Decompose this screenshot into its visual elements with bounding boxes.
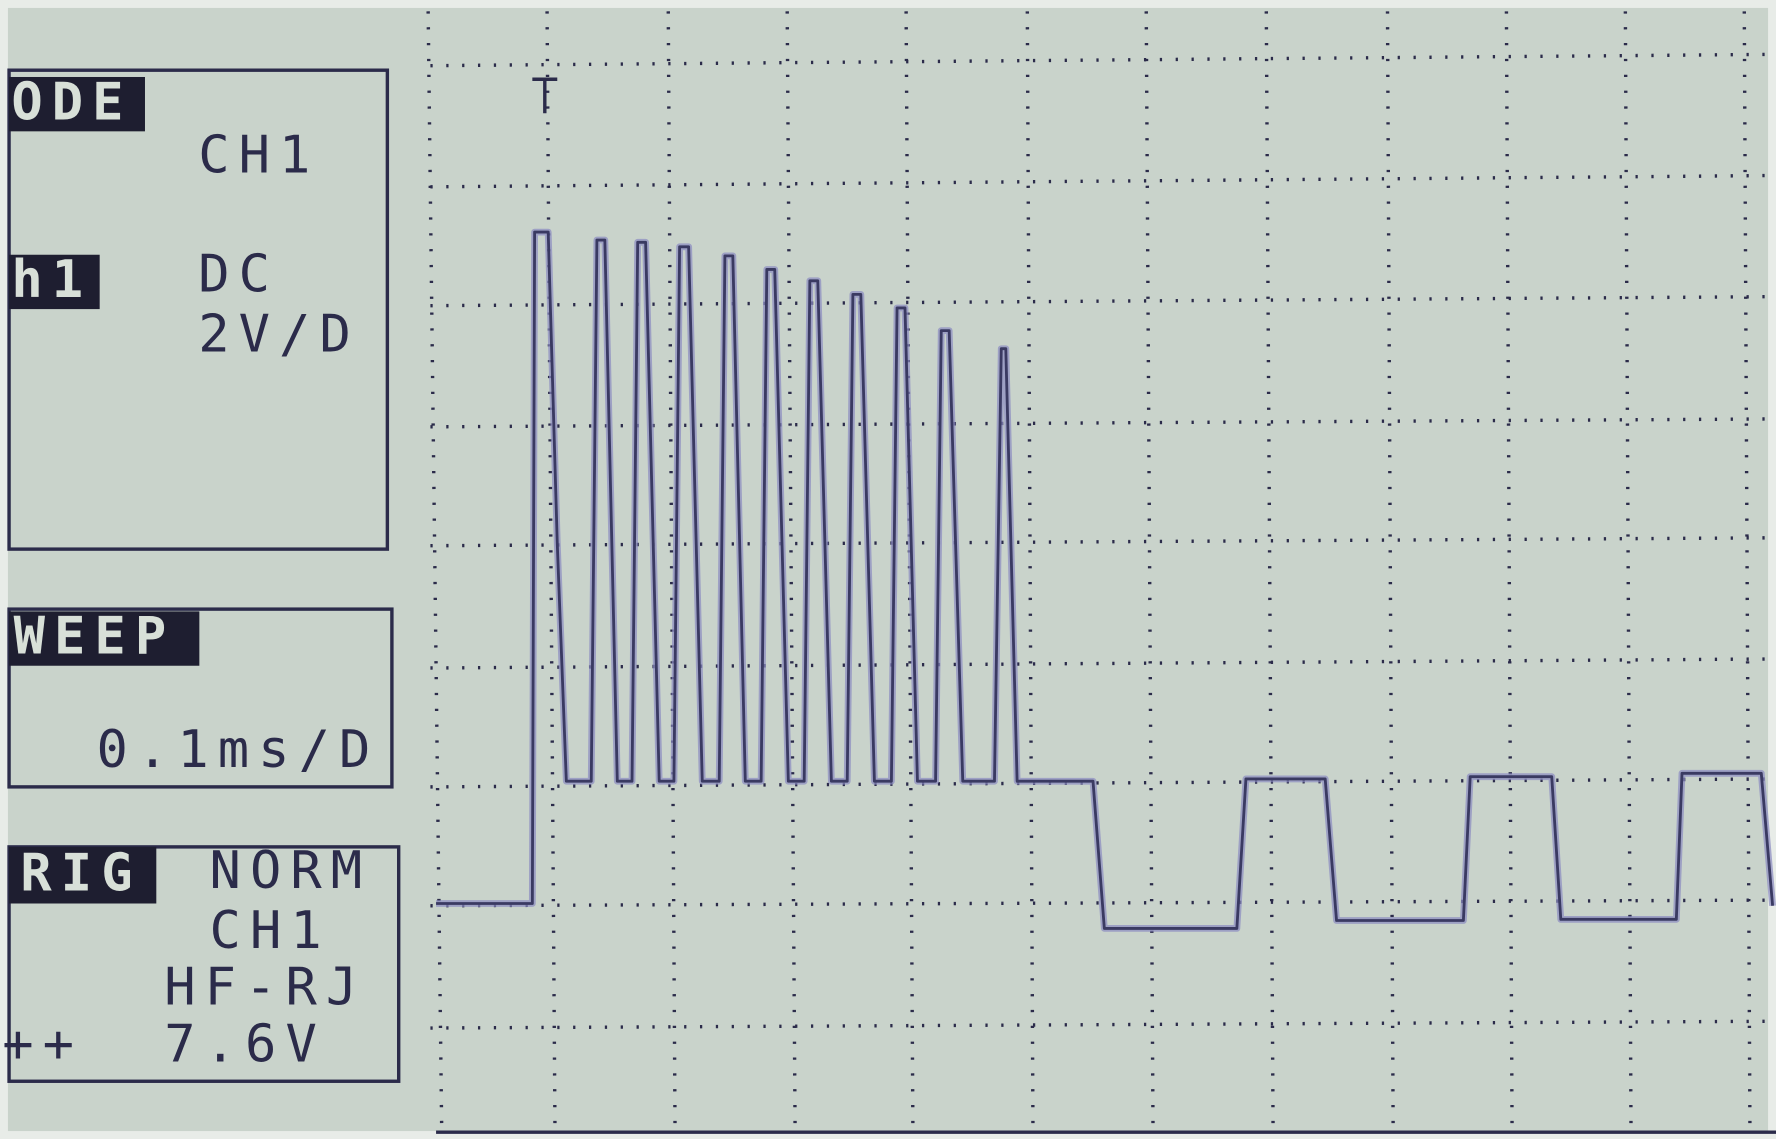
panel-label: RIG (20, 843, 141, 903)
panel-label: WEEP (14, 607, 176, 667)
mode-source: CH1 (198, 126, 319, 186)
channel-label: h1 (11, 250, 92, 310)
page: ODE CH1 h1 DC 2V/D WEEP 0.1ms/D RIG NORM… (0, 0, 1776, 1139)
channel-coupling: DC (198, 244, 279, 304)
sweep-rate: 0.1ms/D (96, 720, 379, 780)
scope-screen: ODE CH1 h1 DC 2V/D WEEP 0.1ms/D RIG NORM… (0, 0, 1776, 1139)
trigger-level: 7.6V (164, 1014, 326, 1074)
trigger-filter: HF-RJ (164, 958, 366, 1018)
trigger-mode: NORM (210, 841, 372, 901)
panel-label: ODE (11, 72, 132, 132)
trigger-source: CH1 (210, 901, 331, 961)
channel-scale: 2V/D (198, 304, 360, 364)
trigger-slope: ++ (2, 1014, 83, 1074)
